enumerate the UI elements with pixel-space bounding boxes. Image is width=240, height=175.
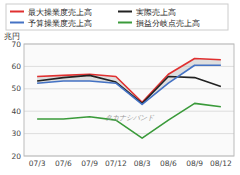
- series-line: [37, 65, 221, 104]
- legend-label: 予算操業度売上高: [28, 19, 92, 28]
- band: [37, 59, 221, 105]
- frame: [24, 44, 234, 156]
- x-tick-label: 08/12: [210, 159, 232, 168]
- y-tick-label: 30: [11, 129, 21, 138]
- y-tick-label: 40: [11, 107, 21, 116]
- series-line: [37, 103, 221, 138]
- x-tick-label: 07/12: [105, 159, 127, 168]
- x-tick-label: 08/9: [186, 159, 203, 168]
- x-tick-label: 07/3: [29, 159, 46, 168]
- y-tick-label: 50: [11, 84, 21, 93]
- y-axis-label: 兆円: [4, 32, 20, 41]
- legend-label: 最大操業度売上高: [28, 8, 92, 17]
- x-tick-label: 08/6: [160, 159, 177, 168]
- chart: 20304050607007/307/607/907/1208/308/608/…: [0, 0, 240, 175]
- x-tick-label: 08/3: [134, 159, 151, 168]
- legend-swatch: [10, 22, 24, 24]
- legend-swatch: [10, 11, 24, 13]
- x-tick-label: 07/6: [55, 159, 72, 168]
- legend: 最大操業度売上高 実際売上高予算操業度売上高 損益分岐点売上高: [6, 4, 228, 30]
- grid-line: [24, 111, 234, 112]
- legend-box: [6, 4, 228, 30]
- legend-swatch: [118, 11, 132, 13]
- y-tick-label: 60: [11, 62, 21, 71]
- legend-label: 損益分岐点売上高: [136, 19, 200, 28]
- plot-area: [24, 44, 234, 156]
- grid-line: [24, 133, 234, 134]
- y-tick-label: 20: [11, 152, 21, 161]
- x-tick-label: 07/9: [81, 159, 98, 168]
- legend-label: 実際売上高: [136, 8, 176, 17]
- watermark: タカナシバンド: [105, 114, 155, 122]
- marks: [37, 59, 221, 139]
- legend-swatch: [118, 22, 132, 24]
- series-line: [37, 75, 221, 103]
